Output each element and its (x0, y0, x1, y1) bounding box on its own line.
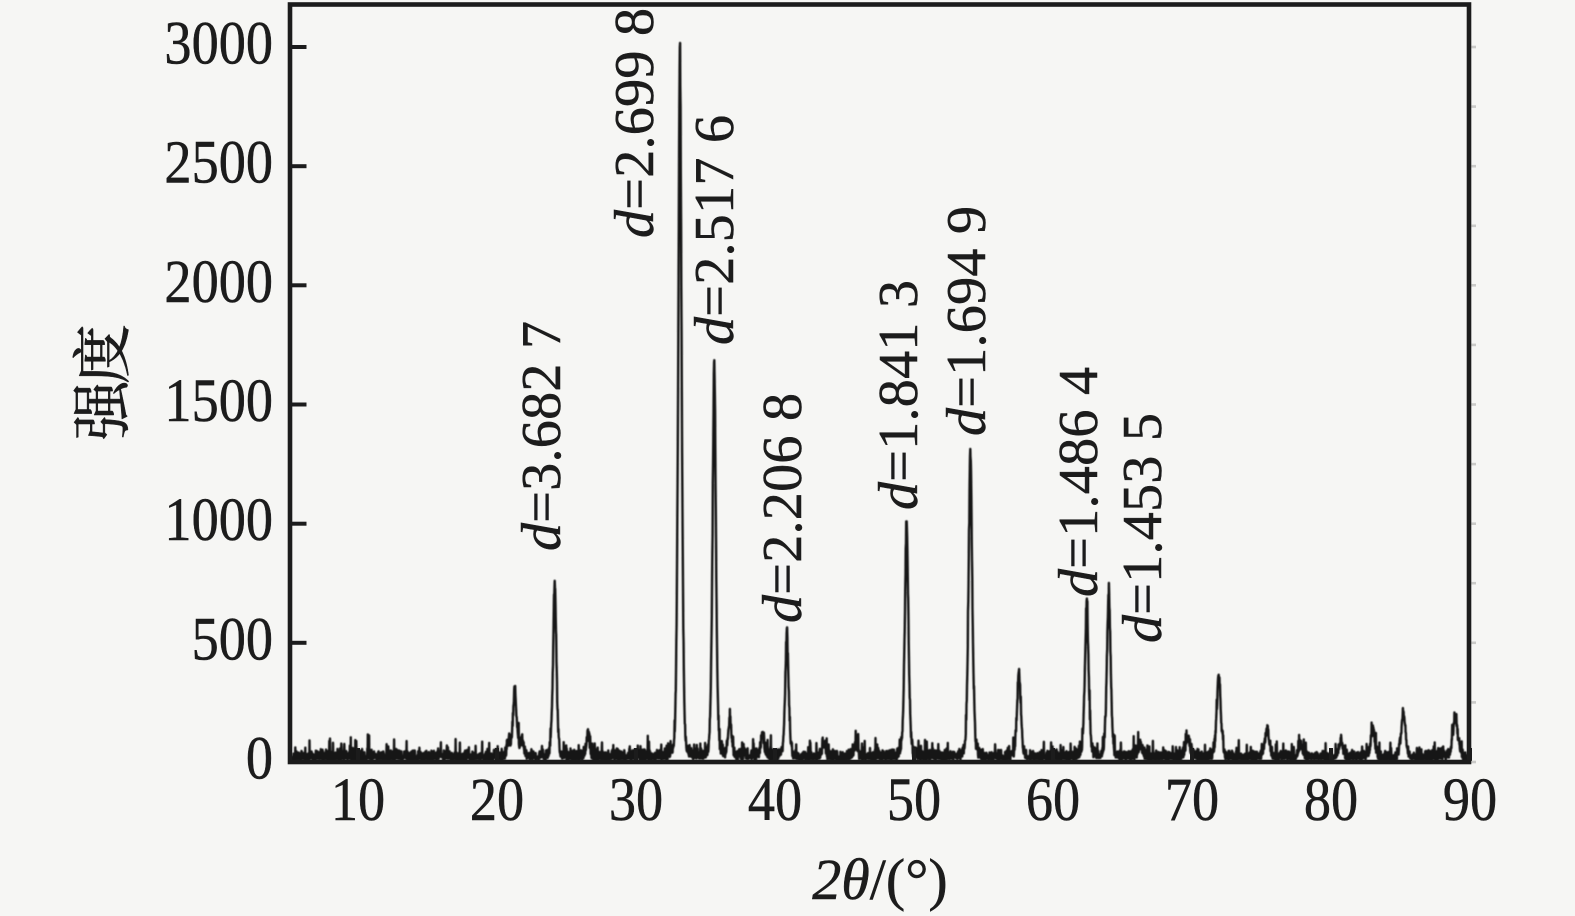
svg-text:d=2.517 6: d=2.517 6 (684, 115, 746, 345)
svg-text:80: 80 (1304, 767, 1358, 834)
svg-text:2500: 2500 (164, 130, 273, 197)
svg-text:500: 500 (192, 606, 273, 673)
svg-text:40: 40 (748, 767, 802, 834)
svg-text:70: 70 (1165, 767, 1219, 834)
svg-text:2000: 2000 (164, 249, 273, 316)
svg-text:d=1.486 4: d=1.486 4 (1048, 367, 1110, 597)
svg-text:d=1.694 9: d=1.694 9 (936, 206, 998, 436)
svg-text:30: 30 (609, 767, 663, 834)
svg-text:d=1.453 5: d=1.453 5 (1112, 413, 1174, 643)
svg-text:60: 60 (1026, 767, 1080, 834)
svg-text:3000: 3000 (164, 11, 273, 78)
svg-text:20: 20 (470, 767, 524, 834)
svg-text:1500: 1500 (164, 368, 273, 435)
svg-text:d=1.841 3: d=1.841 3 (868, 280, 930, 510)
svg-text:0: 0 (246, 726, 273, 793)
svg-text:d=3.682 7: d=3.682 7 (511, 321, 573, 551)
svg-text:90: 90 (1443, 767, 1497, 834)
svg-text:10: 10 (331, 767, 385, 834)
svg-text:50: 50 (887, 767, 941, 834)
svg-text:2θ/(°): 2θ/(°) (812, 847, 947, 912)
svg-text:1000: 1000 (164, 487, 273, 554)
svg-text:d=2.206 8: d=2.206 8 (752, 393, 814, 623)
svg-text:d=2.699 8: d=2.699 8 (604, 8, 666, 238)
